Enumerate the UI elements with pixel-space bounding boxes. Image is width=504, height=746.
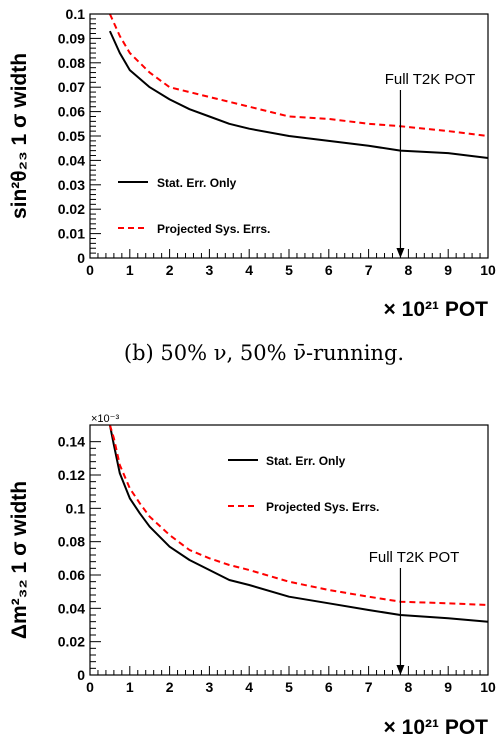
- bottom-x-tick-label: 5: [285, 679, 293, 695]
- top-x-axis-label: × 10²¹ POT: [384, 298, 489, 321]
- top-y-tick-label: 0.08: [58, 55, 85, 71]
- top-y-tick-label: 0.07: [58, 79, 85, 95]
- bottom-x-axis-label: × 10²¹ POT: [384, 716, 489, 739]
- bottom-x-tick-label: 1: [126, 679, 134, 695]
- top-annotation-full-t2k-pot: Full T2K POT: [385, 71, 476, 88]
- bottom-legend-label-stat: Stat. Err. Only: [266, 454, 346, 468]
- top-y-tick-label: 0.01: [58, 226, 85, 242]
- top-y-tick-label: 0.05: [58, 128, 85, 144]
- bottom-series-sys-line: [108, 424, 489, 606]
- top-x-tick-label: 7: [365, 262, 373, 278]
- top-x-tick-label: 9: [444, 262, 452, 278]
- top-y-tick-label: 0.02: [58, 201, 85, 217]
- bottom-y-tick-label: 0.14: [58, 434, 85, 450]
- bottom-y-axis-label: Δm²₃₂ 1 σ width: [8, 481, 31, 639]
- top-annotation-arrow-head: [396, 248, 405, 258]
- bottom-plot-frame: [89, 424, 489, 676]
- bottom-x-tick-label: 8: [405, 679, 413, 695]
- top-y-tick-label: 0.06: [58, 104, 85, 120]
- top-panel: 0 1 2 3 4 5 6 7 8 9 10 0 0.01 0.02 0.03 0.04 0.05 0.06 0.0…: [8, 6, 496, 321]
- bottom-annotation-full-t2k-pot: Full T2K POT: [369, 549, 460, 566]
- top-y-tick-label: 0.1: [66, 6, 86, 22]
- bottom-y-tick-label: 0.08: [58, 534, 85, 550]
- bottom-y-tick-label: 0.04: [58, 600, 85, 616]
- bottom-y-tick-label: 0.02: [58, 634, 85, 650]
- caption: (b) 50% ν, 50% ν̄-running.: [124, 341, 404, 365]
- bottom-x-tick-label: 2: [166, 679, 174, 695]
- bottom-y-tick-label: 0.1: [66, 500, 86, 516]
- top-x-tick-label: 1: [126, 262, 134, 278]
- top-y-tick-label: 0.09: [58, 30, 85, 46]
- top-x-tick-label: 4: [245, 262, 253, 278]
- top-y-tick-label: 0.04: [58, 152, 85, 168]
- bottom-legend-label-sys: Projected Sys. Errs.: [266, 500, 379, 514]
- top-legend-label-sys: Projected Sys. Errs.: [157, 222, 270, 236]
- bottom-y-multiplier: ×10⁻³: [91, 413, 119, 425]
- top-y-axis-label: sin²θ₂₃ 1 σ width: [8, 53, 31, 219]
- bottom-y-tick-label: 0.12: [58, 467, 85, 483]
- top-legend-label-stat: Stat. Err. Only: [157, 176, 237, 190]
- bottom-annotation-arrow-head: [396, 665, 405, 675]
- top-y-tick-label: 0: [77, 250, 85, 266]
- top-x-tick-label: 0: [86, 262, 94, 278]
- top-x-tick-label: 2: [166, 262, 174, 278]
- bottom-panel: 0 1 2 3 4 5 6 7 8 9 10 0 0.02 0.04 0.06 0.08 0.1 0.12 0.14…: [8, 413, 496, 739]
- bottom-x-tick-label: 0: [86, 679, 94, 695]
- top-x-tick-label: 10: [480, 262, 496, 278]
- top-plot-frame: [89, 13, 489, 259]
- bottom-x-tick-label: 9: [444, 679, 452, 695]
- top-x-tick-label: 3: [206, 262, 214, 278]
- top-series-sys-line: [108, 13, 489, 137]
- top-series-stat-line: [108, 30, 489, 159]
- bottom-y-tick-label: 0.06: [58, 567, 85, 583]
- bottom-y-tick-label: 0: [77, 667, 85, 683]
- bottom-x-tick-label: 7: [365, 679, 373, 695]
- top-x-tick-label: 6: [325, 262, 333, 278]
- bottom-x-tick-label: 4: [245, 679, 253, 695]
- top-y-tick-label: 0.03: [58, 177, 85, 193]
- bottom-x-tick-label: 6: [325, 679, 333, 695]
- top-x-tick-label: 5: [285, 262, 293, 278]
- bottom-x-tick-label: 10: [480, 679, 496, 695]
- top-x-tick-label: 8: [405, 262, 413, 278]
- bottom-series-stat-line: [108, 424, 489, 623]
- bottom-x-tick-label: 3: [206, 679, 214, 695]
